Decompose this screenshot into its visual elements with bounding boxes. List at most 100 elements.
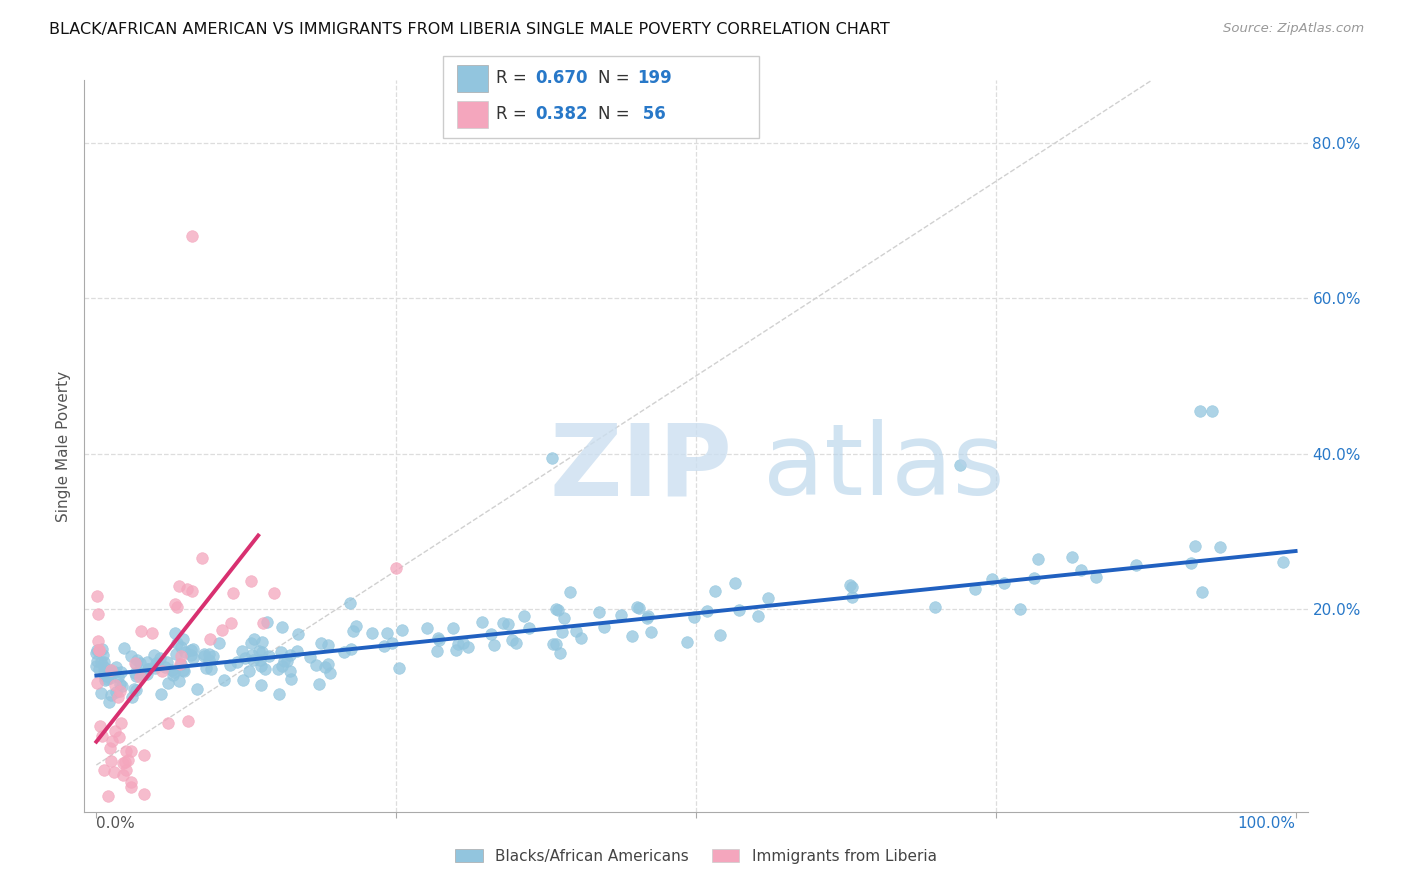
- Point: [125, 683, 148, 698]
- Point: [1024, 571, 1046, 585]
- Point: [1188, 404, 1211, 418]
- Point: [89, 719, 111, 733]
- Point: [115, 764, 138, 778]
- Point: [143, 661, 166, 675]
- Point: [385, 561, 408, 575]
- Point: [270, 620, 292, 634]
- Point: [163, 625, 186, 640]
- Point: [342, 624, 364, 639]
- Point: [1184, 539, 1206, 553]
- Point: [222, 586, 245, 600]
- Text: 0.0%: 0.0%: [97, 815, 135, 830]
- Text: 199: 199: [637, 70, 672, 87]
- Point: [124, 657, 146, 671]
- Point: [550, 624, 572, 639]
- Point: [135, 666, 157, 681]
- Point: [1191, 585, 1213, 599]
- Point: [167, 673, 190, 688]
- Point: [93, 665, 115, 680]
- Point: [165, 647, 187, 661]
- Point: [194, 661, 217, 675]
- Point: [249, 653, 271, 667]
- Point: [120, 649, 142, 664]
- Point: [683, 610, 706, 624]
- Point: [96, 672, 118, 686]
- Point: [426, 643, 449, 657]
- Point: [96, 668, 118, 682]
- Point: [256, 615, 278, 630]
- Point: [482, 638, 505, 652]
- Point: [311, 636, 333, 650]
- Point: [588, 605, 610, 619]
- Point: [339, 595, 361, 609]
- Point: [391, 623, 413, 637]
- Point: [112, 768, 135, 782]
- Point: [1070, 563, 1092, 577]
- Point: [447, 637, 470, 651]
- Point: [172, 664, 194, 678]
- Point: [98, 740, 121, 755]
- Point: [120, 780, 142, 794]
- Point: [89, 661, 111, 675]
- Point: [108, 676, 131, 690]
- Point: [110, 665, 132, 680]
- Point: [90, 730, 112, 744]
- Point: [541, 450, 564, 465]
- Legend: Blacks/African Americans, Immigrants from Liberia: Blacks/African Americans, Immigrants fro…: [450, 843, 942, 870]
- Point: [180, 584, 202, 599]
- Point: [110, 716, 132, 731]
- Point: [125, 669, 148, 683]
- Point: [444, 643, 467, 657]
- Point: [127, 652, 149, 666]
- Text: atlas: atlas: [763, 419, 1005, 516]
- Point: [553, 611, 575, 625]
- Point: [1209, 541, 1232, 555]
- Point: [181, 642, 204, 657]
- Point: [111, 679, 134, 693]
- Point: [150, 687, 173, 701]
- Point: [381, 636, 404, 650]
- Text: ZIP: ZIP: [550, 419, 733, 516]
- Point: [214, 673, 236, 687]
- Point: [278, 648, 301, 662]
- Point: [112, 641, 135, 656]
- Point: [747, 609, 769, 624]
- Point: [519, 621, 541, 635]
- Point: [86, 659, 108, 673]
- Point: [233, 650, 256, 665]
- Point: [86, 643, 108, 657]
- Point: [728, 602, 751, 616]
- Point: [98, 663, 121, 677]
- Point: [198, 653, 221, 667]
- Point: [426, 631, 449, 645]
- Point: [1201, 404, 1223, 418]
- Point: [276, 654, 298, 668]
- Point: [704, 583, 727, 598]
- Point: [124, 682, 146, 697]
- Point: [110, 683, 132, 698]
- Point: [270, 645, 292, 659]
- Point: [981, 572, 1004, 586]
- Point: [496, 616, 519, 631]
- Point: [627, 600, 650, 615]
- Point: [479, 627, 502, 641]
- Point: [593, 620, 616, 634]
- Point: [169, 657, 191, 671]
- Point: [94, 665, 117, 680]
- Point: [107, 690, 129, 705]
- Point: [298, 650, 321, 665]
- Point: [501, 633, 523, 648]
- Point: [259, 649, 281, 664]
- Point: [239, 636, 262, 650]
- Point: [316, 638, 339, 652]
- Point: [193, 647, 215, 661]
- Point: [247, 644, 270, 658]
- Point: [180, 648, 202, 662]
- Point: [97, 789, 120, 803]
- Point: [333, 644, 356, 658]
- Point: [114, 755, 136, 769]
- Point: [93, 668, 115, 682]
- Point: [250, 635, 273, 649]
- Point: [287, 627, 309, 641]
- Point: [415, 621, 437, 635]
